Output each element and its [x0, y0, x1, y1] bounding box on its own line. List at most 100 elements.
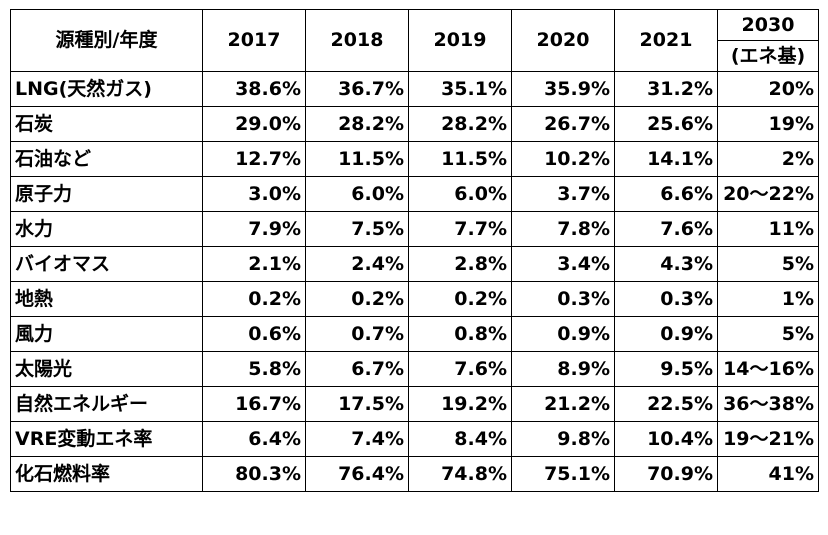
- table-cell: 20%: [717, 71, 819, 107]
- table-cell: 22.5%: [614, 386, 718, 422]
- table-cell: 0.3%: [614, 281, 718, 317]
- table-cell: 75.1%: [511, 456, 615, 492]
- energy-mix-table: 源種別/年度 2017 2018 2019 2020 2021 2030 (エネ…: [10, 9, 819, 492]
- table-cell: 8.9%: [511, 351, 615, 387]
- year-header: 2019: [408, 9, 512, 72]
- table-row: VRE変動エネ率 6.4% 7.4% 8.4% 9.8% 10.4% 19〜21%: [10, 421, 819, 457]
- table-cell: 10.2%: [511, 141, 615, 177]
- table-row: 風力 0.6% 0.7% 0.8% 0.9% 0.9% 5%: [10, 316, 819, 352]
- year-header: 2020: [511, 9, 615, 72]
- table-body: LNG(天然ガス) 38.6% 36.7% 35.1% 35.9% 31.2% 20% 石炭 2…: [10, 71, 819, 492]
- table-cell: 0.6%: [202, 316, 306, 352]
- table-cell: 10.4%: [614, 421, 718, 457]
- table-cell: 20〜22%: [717, 176, 819, 212]
- table-cell: 14.1%: [614, 141, 718, 177]
- target-year-header: 2030: [717, 9, 819, 41]
- table-cell: 26.7%: [511, 106, 615, 142]
- table-cell: 7.8%: [511, 211, 615, 247]
- target-note-header: (エネ基): [717, 40, 819, 72]
- table-cell: 0.2%: [202, 281, 306, 317]
- header-subrow: (エネ基): [11, 40, 819, 72]
- table-cell: 28.2%: [408, 106, 512, 142]
- table-cell: 6.7%: [305, 351, 409, 387]
- table-cell: 2.1%: [202, 246, 306, 282]
- table-cell: 31.2%: [614, 71, 718, 107]
- row-label: 水力: [10, 211, 203, 247]
- table-row: 太陽光 5.8% 6.7% 7.6% 8.9% 9.5% 14〜16%: [10, 351, 819, 387]
- table-row: バイオマス 2.1% 2.4% 2.8% 3.4% 4.3% 5%: [10, 246, 819, 282]
- table-cell: 36.7%: [305, 71, 409, 107]
- table-row: 化石燃料率 80.3% 76.4% 74.8% 75.1% 70.9% 41%: [10, 456, 819, 492]
- category-header: 源種別/年度: [10, 9, 203, 72]
- table-cell: 19〜21%: [717, 421, 819, 457]
- table-cell: 8.4%: [408, 421, 512, 457]
- table-cell: 16.7%: [202, 386, 306, 422]
- row-label: 自然エネルギー: [10, 386, 203, 422]
- table-cell: 80.3%: [202, 456, 306, 492]
- year-header: 2018: [305, 9, 409, 72]
- table-cell: 3.4%: [511, 246, 615, 282]
- table-cell: 2.4%: [305, 246, 409, 282]
- table-cell: 0.3%: [511, 281, 615, 317]
- table-row: 原子力 3.0% 6.0% 6.0% 3.7% 6.6% 20〜22%: [10, 176, 819, 212]
- table-row: LNG(天然ガス) 38.6% 36.7% 35.1% 35.9% 31.2% 20%: [10, 71, 819, 107]
- table-row: 地熱 0.2% 0.2% 0.2% 0.3% 0.3% 1%: [10, 281, 819, 317]
- year-header: 2021: [614, 9, 718, 72]
- table-row: 水力 7.9% 7.5% 7.7% 7.8% 7.6% 11%: [10, 211, 819, 247]
- table-row: 石油など 12.7% 11.5% 11.5% 10.2% 14.1% 2%: [10, 141, 819, 177]
- year-header: 2017: [202, 9, 306, 72]
- table-cell: 0.2%: [305, 281, 409, 317]
- table-cell: 2%: [717, 141, 819, 177]
- table-cell: 7.9%: [202, 211, 306, 247]
- table-cell: 11.5%: [305, 141, 409, 177]
- table-cell: 4.3%: [614, 246, 718, 282]
- table-cell: 9.5%: [614, 351, 718, 387]
- table-cell: 35.1%: [408, 71, 512, 107]
- table-cell: 21.2%: [511, 386, 615, 422]
- table-cell: 3.0%: [202, 176, 306, 212]
- table-cell: 3.7%: [511, 176, 615, 212]
- row-label: 原子力: [10, 176, 203, 212]
- table-cell: 19%: [717, 106, 819, 142]
- table-cell: 6.4%: [202, 421, 306, 457]
- table-cell: 6.0%: [408, 176, 512, 212]
- header-row: 源種別/年度 2017 2018 2019 2020 2021 2030: [10, 9, 819, 72]
- table-cell: 36〜38%: [717, 386, 819, 422]
- table-row: 石炭 29.0% 28.2% 28.2% 26.7% 25.6% 19%: [10, 106, 819, 142]
- row-label: 風力: [10, 316, 203, 352]
- table-cell: 7.4%: [305, 421, 409, 457]
- table-cell: 0.2%: [408, 281, 512, 317]
- row-label: 石油など: [10, 141, 203, 177]
- row-label: 地熱: [10, 281, 203, 317]
- table-cell: 25.6%: [614, 106, 718, 142]
- table-cell: 6.6%: [614, 176, 718, 212]
- table-cell: 0.8%: [408, 316, 512, 352]
- table-cell: 28.2%: [305, 106, 409, 142]
- table-cell: 41%: [717, 456, 819, 492]
- table-cell: 70.9%: [614, 456, 718, 492]
- row-label: VRE変動エネ率: [10, 421, 203, 457]
- table-cell: 7.6%: [614, 211, 718, 247]
- table-cell: 9.8%: [511, 421, 615, 457]
- table-cell: 11%: [717, 211, 819, 247]
- table-cell: 7.5%: [305, 211, 409, 247]
- table-cell: 19.2%: [408, 386, 512, 422]
- table-cell: 11.5%: [408, 141, 512, 177]
- table-cell: 5%: [717, 246, 819, 282]
- row-label: LNG(天然ガス): [10, 71, 203, 107]
- table-cell: 12.7%: [202, 141, 306, 177]
- table-cell: 17.5%: [305, 386, 409, 422]
- table-cell: 0.9%: [511, 316, 615, 352]
- table-cell: 76.4%: [305, 456, 409, 492]
- row-label: バイオマス: [10, 246, 203, 282]
- table-cell: 35.9%: [511, 71, 615, 107]
- table-cell: 7.7%: [408, 211, 512, 247]
- table-cell: 0.9%: [614, 316, 718, 352]
- table-cell: 74.8%: [408, 456, 512, 492]
- table-cell: 1%: [717, 281, 819, 317]
- table-cell: 7.6%: [408, 351, 512, 387]
- table-cell: 5%: [717, 316, 819, 352]
- table-cell: 6.0%: [305, 176, 409, 212]
- row-label: 化石燃料率: [10, 456, 203, 492]
- table-cell: 2.8%: [408, 246, 512, 282]
